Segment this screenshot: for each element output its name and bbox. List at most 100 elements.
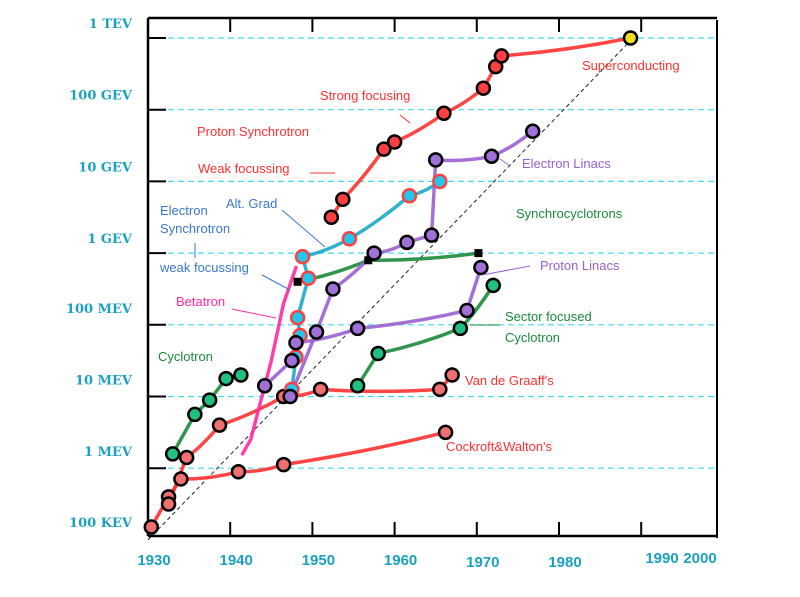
data-point (432, 381, 448, 398)
data-point (622, 30, 639, 46)
data-point (436, 105, 452, 122)
data-point (432, 173, 448, 190)
data-point (341, 231, 358, 247)
series-line-5 (300, 179, 442, 259)
annotation-label: Superconducting (582, 58, 680, 73)
annotation-leader (399, 114, 411, 124)
annotations: Superconducting Strong focusing Proton Syn… (158, 58, 680, 454)
data-point (230, 464, 247, 480)
data-point (173, 471, 189, 487)
data-point (493, 48, 510, 64)
data-point (366, 245, 382, 261)
annotation-label: weak focussing (159, 260, 249, 275)
data-point (483, 148, 500, 165)
data-point (364, 256, 373, 265)
data-point (312, 381, 329, 398)
annotation-label: Weak focussing (198, 161, 290, 176)
annotation-leader (499, 158, 511, 167)
y-tick-label: 10 GEV (78, 160, 133, 175)
x-tick-label: 1940 (220, 552, 253, 569)
x-tick-label: 1930 (137, 552, 170, 569)
data-point (437, 424, 454, 441)
x-tick-label: 1950 (302, 552, 335, 569)
x-tick-label: 1980 (548, 554, 581, 571)
series-line-3 (240, 265, 298, 456)
data-point (349, 377, 366, 394)
data-point (178, 449, 195, 466)
y-tick-label: 100 GEV (69, 89, 133, 104)
series-markers (143, 30, 639, 535)
annotation-label: Van de Graaff's (465, 373, 554, 388)
data-point (323, 209, 340, 225)
y-tick-label: 10 MEV (75, 374, 133, 389)
annotation-label: Proton Synchrotron (197, 124, 309, 139)
annotation-leader (231, 308, 277, 319)
data-point (218, 370, 234, 387)
series-line-6 (295, 251, 481, 284)
data-point (524, 123, 541, 139)
annotation-label: Sector focused (505, 309, 592, 324)
y-tick-label: 1 GEV (87, 232, 133, 247)
x-tick-label: 1990 (645, 550, 678, 567)
y-tick-label: 1 TEV (89, 17, 133, 32)
series-line-9 (499, 36, 633, 58)
series-line-12 (355, 283, 495, 388)
data-point (256, 377, 273, 394)
data-point (275, 456, 292, 473)
data-point (233, 367, 249, 383)
data-point (282, 388, 298, 405)
data-point (288, 334, 304, 351)
data-point (370, 345, 386, 362)
data-point (474, 249, 483, 258)
y-tick-label: 100 KEV (69, 516, 133, 531)
annotation-label: Electron Linacs (522, 156, 611, 171)
annotation-leader (281, 209, 326, 248)
annotation-label: Synchrocyclotrons (516, 206, 623, 221)
annotation-label: Cyclotron (158, 349, 213, 364)
annotation-label: Synchrotron (160, 221, 230, 236)
data-point (325, 281, 341, 297)
data-point (485, 277, 501, 294)
data-point (294, 248, 311, 265)
y-tick-labels: 1 TEV 100 GEV 10 GEV 1 GEV 100 MEV 10 MEV 1 ME… (66, 17, 133, 531)
data-point (201, 392, 218, 408)
annotation-label: Cockroft&Walton's (446, 439, 553, 454)
data-point (187, 406, 203, 423)
data-point (143, 519, 160, 535)
annotation-leader (261, 274, 291, 291)
series-line-10 (288, 129, 535, 399)
data-point (473, 259, 489, 276)
data-point (423, 227, 440, 243)
annotation-label: Electron (160, 203, 208, 218)
annotation-label: Strong focusing (320, 88, 410, 103)
data-point (160, 496, 177, 512)
data-point (289, 309, 306, 326)
data-point (284, 352, 300, 369)
data-point (293, 277, 302, 286)
data-point (300, 270, 317, 286)
annotation-label: Alt. Grad (226, 196, 277, 211)
data-point (349, 320, 366, 337)
data-point (427, 152, 444, 168)
y-tick-label: 1 MEV (84, 445, 133, 460)
data-point (376, 141, 392, 157)
series-lines (149, 36, 633, 529)
data-point (401, 187, 418, 204)
trend-line (147, 37, 634, 541)
annotation-leaders (194, 114, 531, 326)
data-point (475, 80, 492, 96)
gridlines (168, 37, 717, 469)
data-point (386, 134, 403, 150)
data-point (399, 234, 415, 251)
annotation-leader (481, 265, 531, 276)
x-tick-label: 2000 (683, 550, 716, 567)
x-tick-label: 1960 (384, 552, 417, 569)
annotation-label: Cyclotron (505, 330, 560, 345)
annotation-label: Betatron (176, 294, 225, 309)
axes (146, 16, 718, 538)
series-line-8 (341, 54, 504, 202)
data-point (444, 367, 460, 383)
x-tick-label: 1970 (466, 554, 499, 571)
data-point (211, 417, 228, 433)
